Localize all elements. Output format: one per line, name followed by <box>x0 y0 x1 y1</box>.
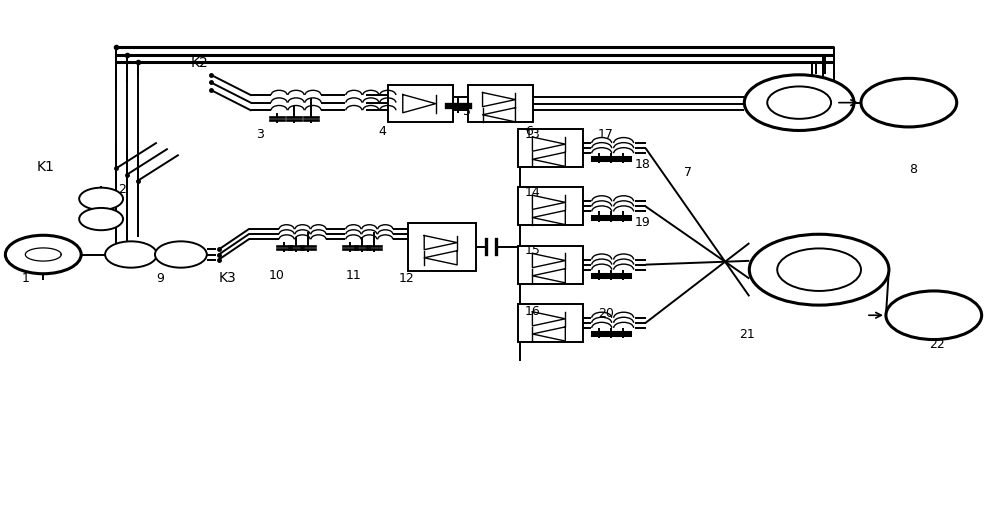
Circle shape <box>767 87 831 119</box>
Bar <box>518 129 583 167</box>
Circle shape <box>155 241 207 268</box>
Text: K1: K1 <box>36 159 54 174</box>
Text: 2: 2 <box>118 183 126 196</box>
Circle shape <box>886 291 982 340</box>
Text: 21: 21 <box>739 328 755 341</box>
Text: K2: K2 <box>191 55 209 70</box>
Circle shape <box>861 78 957 127</box>
Text: 3: 3 <box>256 128 264 140</box>
Text: 4: 4 <box>378 125 386 138</box>
Text: 7: 7 <box>684 165 692 179</box>
Text: 19: 19 <box>635 216 650 229</box>
Circle shape <box>79 188 123 210</box>
Bar <box>468 86 533 122</box>
Circle shape <box>105 241 157 268</box>
Text: 5: 5 <box>463 105 471 118</box>
Text: 14: 14 <box>525 186 541 199</box>
Text: 1: 1 <box>21 272 29 285</box>
Circle shape <box>744 75 854 130</box>
Text: 11: 11 <box>345 269 361 282</box>
Text: 20: 20 <box>598 307 614 320</box>
Text: 6: 6 <box>525 125 533 138</box>
Circle shape <box>749 234 889 305</box>
Text: 13: 13 <box>525 128 541 140</box>
Text: 16: 16 <box>525 305 541 318</box>
Bar <box>408 222 476 271</box>
Circle shape <box>79 208 123 230</box>
Circle shape <box>777 248 861 291</box>
Text: K3: K3 <box>219 271 237 285</box>
Text: 8: 8 <box>909 163 917 176</box>
Circle shape <box>5 235 81 274</box>
Text: 9: 9 <box>156 272 164 285</box>
Bar <box>518 304 583 342</box>
Text: 18: 18 <box>635 158 650 171</box>
Text: 15: 15 <box>525 244 541 257</box>
Bar <box>388 86 453 122</box>
Bar <box>518 246 583 284</box>
Text: 12: 12 <box>398 272 414 285</box>
Text: 10: 10 <box>269 269 285 282</box>
Text: 22: 22 <box>929 337 945 351</box>
Text: 17: 17 <box>598 128 614 140</box>
Bar <box>518 187 583 225</box>
